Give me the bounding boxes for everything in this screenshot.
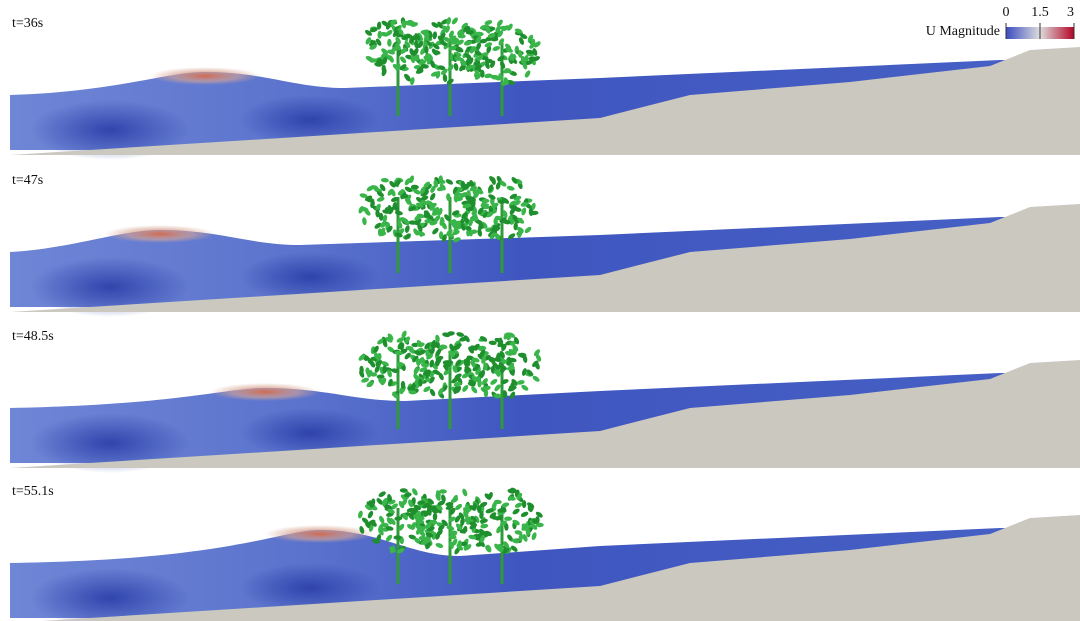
leaf — [404, 225, 410, 234]
panels: t=36s t=47s t=48.5s t=55.1s — [10, 16, 1080, 621]
leaf — [451, 16, 459, 25]
time-label: t=48.5s — [12, 329, 54, 344]
leaf — [532, 375, 541, 383]
leaf — [424, 46, 428, 54]
leaf — [357, 510, 363, 519]
leaf — [531, 532, 538, 541]
time-label: t=55.1s — [12, 484, 54, 499]
leaf — [362, 217, 367, 226]
leaf — [461, 384, 469, 393]
wave-crest — [150, 67, 260, 85]
leaf — [524, 226, 533, 235]
leaf — [506, 185, 515, 191]
leaf — [387, 39, 391, 47]
panel: t=55.1s — [10, 484, 1080, 621]
leaf — [381, 178, 389, 183]
leaf — [445, 178, 454, 186]
panel: t=36s — [10, 16, 1080, 160]
leaf — [520, 384, 529, 392]
leaf — [431, 227, 440, 236]
leaf — [492, 45, 501, 52]
leaf — [442, 74, 447, 82]
time-label: t=47s — [12, 173, 43, 188]
leaf — [461, 488, 468, 497]
leaf — [524, 69, 532, 78]
leaf — [489, 378, 498, 386]
leaf — [521, 207, 527, 216]
wave-crest — [210, 383, 320, 401]
wave-crest — [265, 525, 375, 543]
leaf — [367, 510, 375, 519]
leaf — [516, 379, 525, 385]
leaf — [358, 369, 365, 378]
leaf — [361, 377, 370, 384]
leaf — [446, 17, 452, 26]
leaf — [456, 331, 465, 337]
panel: t=48.5s — [10, 329, 1080, 473]
leaf — [411, 487, 419, 496]
leaf — [454, 192, 462, 196]
leaf — [504, 517, 512, 521]
leaf — [512, 507, 521, 515]
leaf — [453, 63, 459, 72]
leaf — [499, 60, 506, 69]
leaf — [433, 513, 438, 521]
leaf — [435, 542, 444, 549]
time-label: t=36s — [12, 16, 43, 31]
colorbar-tick-label: 1.5 — [1031, 5, 1049, 20]
colorbar-tick-label: 3 — [1067, 5, 1074, 20]
leaf — [514, 502, 523, 509]
leaf — [520, 511, 529, 518]
leaf — [376, 196, 385, 203]
leaf — [494, 217, 498, 225]
leaf — [378, 490, 387, 498]
leaf — [493, 383, 501, 392]
panel: t=47s — [10, 173, 1080, 317]
colorbar-title: U Magnitude — [926, 24, 1000, 39]
leaf — [470, 385, 478, 394]
colorbar: U Magnitude 0 1.5 3 — [926, 5, 1074, 39]
leaf — [429, 192, 437, 201]
wave-crest — [105, 225, 215, 243]
figure: t=36s t=47s t=48.5s t=55.1s U Magnitude 0 1.… — [0, 0, 1080, 621]
colorbar-tick-label: 0 — [1003, 5, 1010, 20]
leaf — [432, 31, 437, 40]
leaf — [477, 228, 483, 237]
leaf — [407, 386, 415, 390]
